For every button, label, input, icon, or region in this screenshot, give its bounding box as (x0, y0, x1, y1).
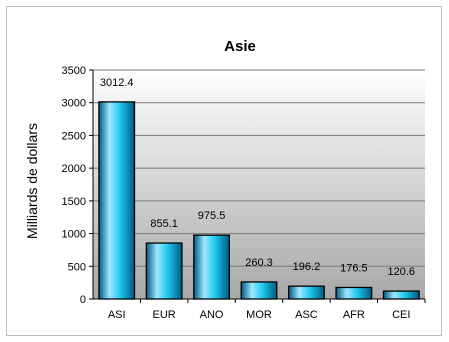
x-tick-label-mor: MOR (246, 309, 272, 321)
bar-chart: Asie Milliards de dollars 0 500 1000 1500 20… (24, 38, 426, 321)
y-tick-label: 2000 (62, 163, 86, 175)
bar-eur (145, 242, 183, 300)
y-tick-label: 500 (68, 261, 86, 273)
bars (98, 101, 420, 300)
bar-asi (98, 101, 136, 300)
data-label-asc: 196.2 (293, 261, 321, 273)
y-tick-label: 2500 (62, 130, 86, 142)
bar-mor (240, 281, 278, 300)
bar-cei (382, 290, 420, 300)
y-tick-label: 1000 (62, 229, 86, 241)
chart-title: Asie (224, 38, 256, 55)
x-tick-label-eur: EUR (153, 309, 176, 321)
y-tick-label: 0 (80, 294, 86, 306)
x-tick-label-asi: ASI (108, 309, 126, 321)
y-tick-labels: 0 500 1000 1500 2000 2500 3000 3500 (62, 65, 86, 306)
x-tick-label-cei: CEI (392, 309, 410, 321)
y-tick-label: 3500 (62, 65, 86, 77)
y-tick-label: 1500 (62, 196, 86, 208)
bar-afr (335, 286, 373, 300)
bar-ano (193, 234, 231, 300)
x-tick-label-ano: ANO (200, 309, 224, 321)
y-tick-label: 3000 (62, 98, 86, 110)
data-label-cei: 120.6 (388, 266, 416, 278)
chart-frame: Asie Milliards de dollars 0 500 1000 1500 20… (6, 6, 442, 336)
data-label-asi: 3012.4 (100, 77, 134, 89)
data-labels: 3012.4 855.1 975.5 260.3 196.2 176.5 120.6 (100, 77, 415, 278)
data-label-ano: 975.5 (198, 210, 226, 222)
grid-lines (89, 69, 425, 300)
bar-asc (287, 285, 325, 300)
x-tick-label-afr: AFR (343, 309, 365, 321)
y-axis-label: Milliards de dollars (24, 123, 40, 239)
x-tick-label-asc: ASC (295, 309, 318, 321)
data-label-mor: 260.3 (245, 257, 273, 269)
data-label-eur: 855.1 (150, 218, 178, 230)
data-label-afr: 176.5 (340, 262, 368, 274)
x-tick-labels: ASI EUR ANO MOR ASC AFR CEI (108, 299, 426, 321)
